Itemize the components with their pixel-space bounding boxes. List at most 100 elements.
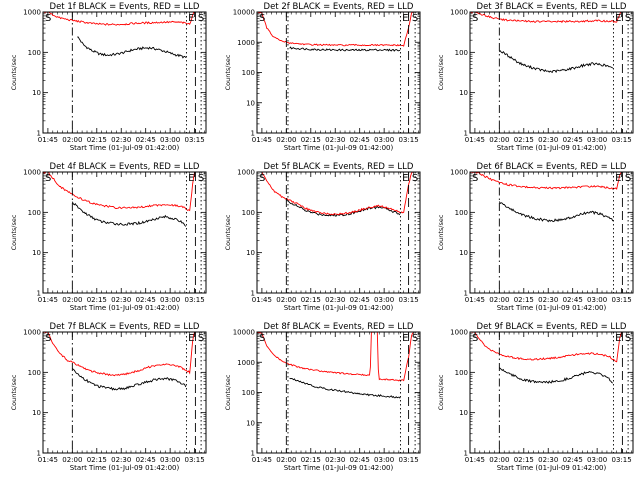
x-axis-label: Start Time (01-Jul-09 01:42:00) xyxy=(284,144,394,152)
marker-start-label-2: S xyxy=(625,13,631,24)
y-tick-label: 1 xyxy=(251,130,255,138)
x-tick-label: 02:45 xyxy=(350,456,370,464)
y-tick-label: 100 xyxy=(242,209,255,217)
marker-start-label-2: S xyxy=(412,13,418,24)
x-tick-label: 02:00 xyxy=(276,296,296,304)
y-tick-label: 1 xyxy=(37,450,41,458)
x-tick-label: 02:15 xyxy=(301,136,321,144)
series-lld-line xyxy=(42,331,196,377)
y-tick-label: 100 xyxy=(455,49,468,57)
y-tick-label: 1 xyxy=(464,450,468,458)
y-axis-label: Counts/sec xyxy=(10,374,18,410)
x-tick-label: 03:00 xyxy=(587,456,607,464)
x-tick-label: 03:00 xyxy=(374,456,394,464)
panel-title: Det 7f BLACK = Events, RED = LLD xyxy=(50,322,200,332)
x-tick-label: 03:00 xyxy=(160,456,180,464)
marker-start-label-2: S xyxy=(198,333,204,344)
y-tick-label: 10 xyxy=(32,409,41,417)
x-tick-label: 02:15 xyxy=(301,296,321,304)
series-events-line xyxy=(72,368,187,391)
y-tick-label: 10 xyxy=(246,419,255,427)
marker-end-label: E xyxy=(188,333,194,344)
x-tick-label: 02:15 xyxy=(514,456,534,464)
y-tick-label: 10 xyxy=(246,249,255,257)
x-tick-label: 02:30 xyxy=(325,296,345,304)
marker-end-label: E xyxy=(615,13,621,24)
x-axis-label: Start Time (01-Jul-09 01:42:00) xyxy=(70,304,180,312)
x-tick-label: 02:15 xyxy=(301,456,321,464)
plot-frame xyxy=(256,171,421,294)
x-axis-label: Start Time (01-Jul-09 01:42:00) xyxy=(284,304,394,312)
y-tick-label: 1000 xyxy=(450,169,468,177)
y-tick-label: 1 xyxy=(251,450,255,458)
x-tick-label: 03:15 xyxy=(611,136,631,144)
series-events-line xyxy=(289,377,401,399)
x-axis-label: Start Time (01-Jul-09 01:42:00) xyxy=(70,464,180,472)
series-events-line xyxy=(77,36,187,59)
x-tick-label: 02:30 xyxy=(111,296,131,304)
x-tick-label: 03:00 xyxy=(587,136,607,144)
y-axis-label: Counts/sec xyxy=(437,54,445,90)
marker-start-label: S xyxy=(259,333,265,344)
y-tick-label: 100 xyxy=(28,209,41,217)
x-tick-label: 01:45 xyxy=(465,296,485,304)
x-tick-label: 02:00 xyxy=(62,136,82,144)
plot-frame xyxy=(469,331,634,454)
marker-end-label: E xyxy=(402,173,408,184)
marker-start-label: S xyxy=(259,13,265,24)
series-lld-line xyxy=(257,331,414,382)
marker-start-label: S xyxy=(472,13,478,24)
y-tick-label: 10 xyxy=(32,249,41,257)
x-tick-label: 02:45 xyxy=(350,296,370,304)
y-tick-label: 1 xyxy=(37,290,41,298)
marker-start-label: S xyxy=(45,173,51,184)
x-axis-label: Start Time (01-Jul-09 01:42:00) xyxy=(70,144,180,152)
marker-start-label: S xyxy=(45,13,51,24)
marker-start-label-2: S xyxy=(412,173,418,184)
x-tick-label: 03:15 xyxy=(184,456,204,464)
x-tick-label: 01:45 xyxy=(38,136,58,144)
panel-title: Det 5f BLACK = Events, RED = LLD xyxy=(264,162,414,172)
marker-start-label: S xyxy=(45,333,51,344)
series-events-line xyxy=(286,199,401,217)
y-tick-label: 1 xyxy=(464,290,468,298)
y-tick-label: 1 xyxy=(251,290,255,298)
y-tick-label: 10 xyxy=(459,409,468,417)
y-tick-label: 100 xyxy=(242,389,255,397)
y-tick-label: 10000 xyxy=(233,329,255,337)
y-tick-label: 1 xyxy=(464,130,468,138)
x-tick-label: 03:15 xyxy=(398,456,418,464)
y-tick-label: 100 xyxy=(28,49,41,57)
marker-start-label: S xyxy=(472,333,478,344)
x-tick-label: 02:15 xyxy=(514,136,534,144)
series-events-line xyxy=(498,201,614,223)
x-tick-label: 02:00 xyxy=(62,296,82,304)
x-tick-label: 01:45 xyxy=(38,456,58,464)
plot-frame xyxy=(42,171,207,294)
x-tick-label: 03:15 xyxy=(398,296,418,304)
x-tick-label: 02:15 xyxy=(87,136,107,144)
series-lld-line xyxy=(256,171,414,216)
x-tick-label: 03:00 xyxy=(160,136,180,144)
x-tick-label: 02:00 xyxy=(62,456,82,464)
y-tick-label: 1000 xyxy=(450,329,468,337)
x-tick-label: 02:30 xyxy=(111,456,131,464)
y-axis-label: Counts/sec xyxy=(10,214,18,250)
marker-end-label: E xyxy=(402,13,408,24)
y-axis-label: Counts/sec xyxy=(224,54,232,90)
plot-frame xyxy=(256,331,421,454)
x-tick-label: 03:00 xyxy=(374,296,394,304)
series-events-line xyxy=(499,367,614,384)
panel-title: Det 4f BLACK = Events, RED = LLD xyxy=(50,162,200,172)
plot-frame xyxy=(42,11,207,134)
series-lld-line xyxy=(469,331,623,363)
x-tick-label: 02:30 xyxy=(111,136,131,144)
panel-title: Det 8f BLACK = Events, RED = LLD xyxy=(264,322,414,332)
x-axis-label: Start Time (01-Jul-09 01:42:00) xyxy=(497,144,607,152)
x-tick-label: 02:45 xyxy=(136,456,156,464)
marker-end-label: E xyxy=(615,173,621,184)
